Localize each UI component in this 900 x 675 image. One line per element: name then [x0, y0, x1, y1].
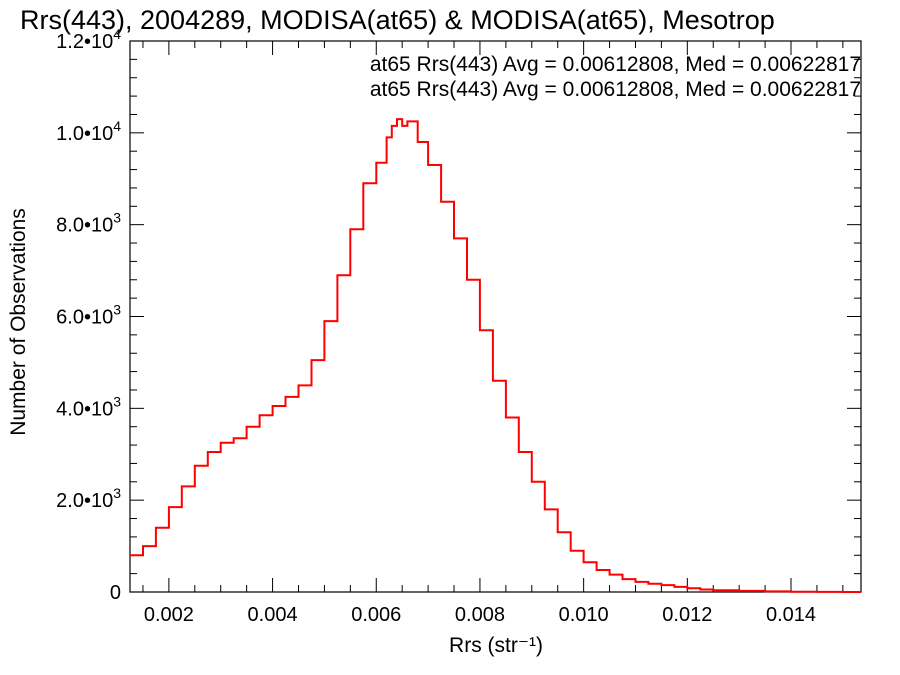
y-tick-label: 4.0•103: [56, 393, 121, 420]
y-tick-label: 2.0•103: [56, 485, 121, 512]
x-tick-label: 0.014: [766, 604, 816, 626]
y-tick-label: 8.0•103: [56, 210, 121, 237]
annotation-stats-red: at65 Rrs(443) Avg = 0.00612808, Med = 0.…: [370, 78, 861, 101]
x-tick-label: 0.012: [662, 604, 712, 626]
x-tick-label: 0.002: [144, 604, 194, 626]
y-axis-label: Number of Observations: [7, 208, 30, 436]
y-tick-label: 1.2•104: [56, 26, 121, 53]
y-tick-label: 6.0•103: [56, 302, 121, 329]
plot-axes: 0.002 0.004 0.006 0.008 0.010 0.012 0.014 0 2.0•…: [56, 26, 862, 626]
x-tick-label: 0.008: [455, 604, 505, 626]
x-tick-label: 0.004: [248, 604, 298, 626]
y-tick-label: 1.0•104: [56, 118, 121, 145]
plot-frame: [129, 40, 862, 593]
x-tick-label: 0.010: [559, 604, 609, 626]
x-tick-label: 0.006: [351, 604, 401, 626]
chart-title: Rrs(443), 2004289, MODISA(at65) & MODISA…: [20, 5, 775, 35]
histogram-series-0: [130, 118, 861, 593]
series-layer: [130, 118, 861, 593]
annotation-stats-black: at65 Rrs(443) Avg = 0.00612808, Med = 0.…: [370, 53, 861, 76]
y-tick-label: 0: [110, 582, 121, 604]
x-axis-label: Rrs (str⁻¹): [449, 634, 543, 657]
